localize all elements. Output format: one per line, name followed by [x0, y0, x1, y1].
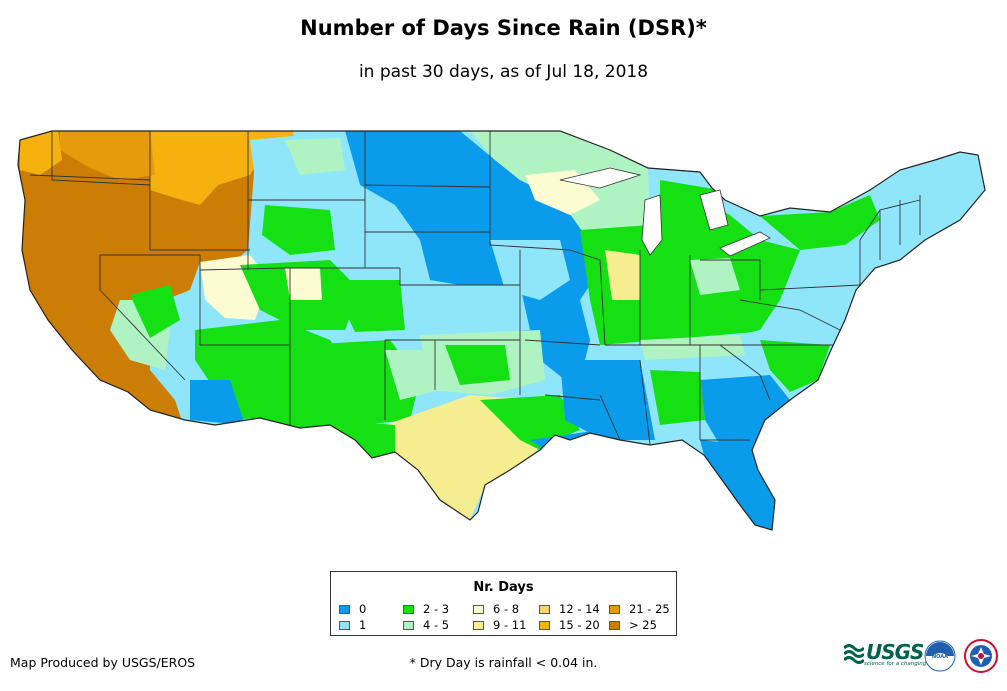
legend-item: 4 - 5	[403, 618, 449, 632]
lake-superior	[559, 167, 642, 189]
legend-label: 21 - 25	[629, 602, 670, 616]
legend-label: 12 - 14	[559, 602, 600, 616]
region-2-3-carolina	[760, 340, 830, 392]
legend-item: 15 - 20	[539, 618, 600, 632]
region-9-11-illinois	[605, 250, 640, 300]
legend-swatch	[473, 620, 484, 630]
region-2-3-kansas	[330, 280, 405, 332]
region-0-mississippi	[560, 360, 655, 440]
legend-swatch	[609, 620, 620, 630]
legend-item: 6 - 8	[473, 602, 519, 616]
legend-title: Nr. Days	[473, 580, 534, 595]
legend-label: 15 - 20	[559, 618, 600, 632]
legend-item: 9 - 11	[473, 618, 526, 632]
legend: Nr. Days 0 1 2 - 3 4 - 5 6 - 8 9 - 11 12 - 14 1…	[330, 571, 677, 636]
region-2-3-oklahoma	[445, 345, 510, 385]
nws-logo	[964, 639, 998, 673]
region-4-5-ohio	[690, 258, 740, 295]
region-6-8-colorado	[285, 268, 322, 300]
legend-swatch	[539, 620, 550, 630]
legend-label: 1	[359, 618, 367, 632]
legend-item: 0	[339, 602, 366, 616]
legend-label: 2 - 3	[423, 602, 450, 616]
usgs-waves-icon	[844, 643, 864, 664]
legend-swatch	[339, 620, 350, 630]
legend-swatch	[403, 604, 414, 614]
footnote-text: * Dry Day is rainfall < 0.04 in.	[409, 655, 598, 670]
legend-label: 0	[359, 602, 367, 616]
lake-erie	[719, 231, 771, 257]
legend-item: 21 - 25	[609, 602, 670, 616]
region-2-3-northeast	[760, 195, 880, 250]
region-21-25-north	[60, 131, 155, 180]
region-0-arizona	[190, 380, 245, 425]
legend-swatch	[339, 604, 350, 614]
region-2-3-wyoming	[262, 205, 335, 255]
lake-michigan	[641, 194, 663, 256]
region-15-20-pnw	[20, 131, 62, 175]
legend-label: 6 - 8	[493, 602, 520, 616]
usgs-tagline: science for a changing world	[864, 661, 944, 667]
legend-item: > 25	[609, 618, 657, 632]
lake-huron	[699, 189, 729, 231]
legend-swatch	[403, 620, 414, 630]
map-title: Number of Days Since Rain (DSR)*	[300, 16, 707, 40]
legend-label: > 25	[629, 618, 657, 632]
usgs-logo: USGS science for a changing world	[844, 640, 943, 667]
legend-item: 1	[339, 618, 366, 632]
legend-swatch	[609, 604, 620, 614]
noaa-wordmark: NOAA	[932, 654, 948, 660]
legend-swatch	[473, 604, 484, 614]
legend-swatch	[539, 604, 550, 614]
region-1-kansas	[400, 285, 530, 335]
state-boundaries	[29, 131, 921, 446]
legend-label: 4 - 5	[423, 618, 450, 632]
region-2-3-alabama	[650, 370, 705, 425]
region-4-5-tennessee	[640, 335, 745, 360]
region-9-11-texas	[385, 395, 545, 520]
region-2-3-texas-west	[330, 420, 395, 458]
credit-text: Map Produced by USGS/EROS	[10, 655, 196, 670]
usgs-wordmark: USGS	[866, 640, 924, 664]
region-2-3-basin	[130, 285, 180, 338]
legend-label: 9 - 11	[493, 618, 527, 632]
map-subtitle: in past 30 days, as of Jul 18, 2018	[358, 62, 649, 82]
legend-item: 2 - 3	[403, 602, 449, 616]
region-0-florida	[700, 440, 775, 530]
region-4-5-montana	[285, 138, 345, 175]
noaa-logo: NOAA	[924, 640, 956, 672]
legend-item: 12 - 14	[539, 602, 600, 616]
